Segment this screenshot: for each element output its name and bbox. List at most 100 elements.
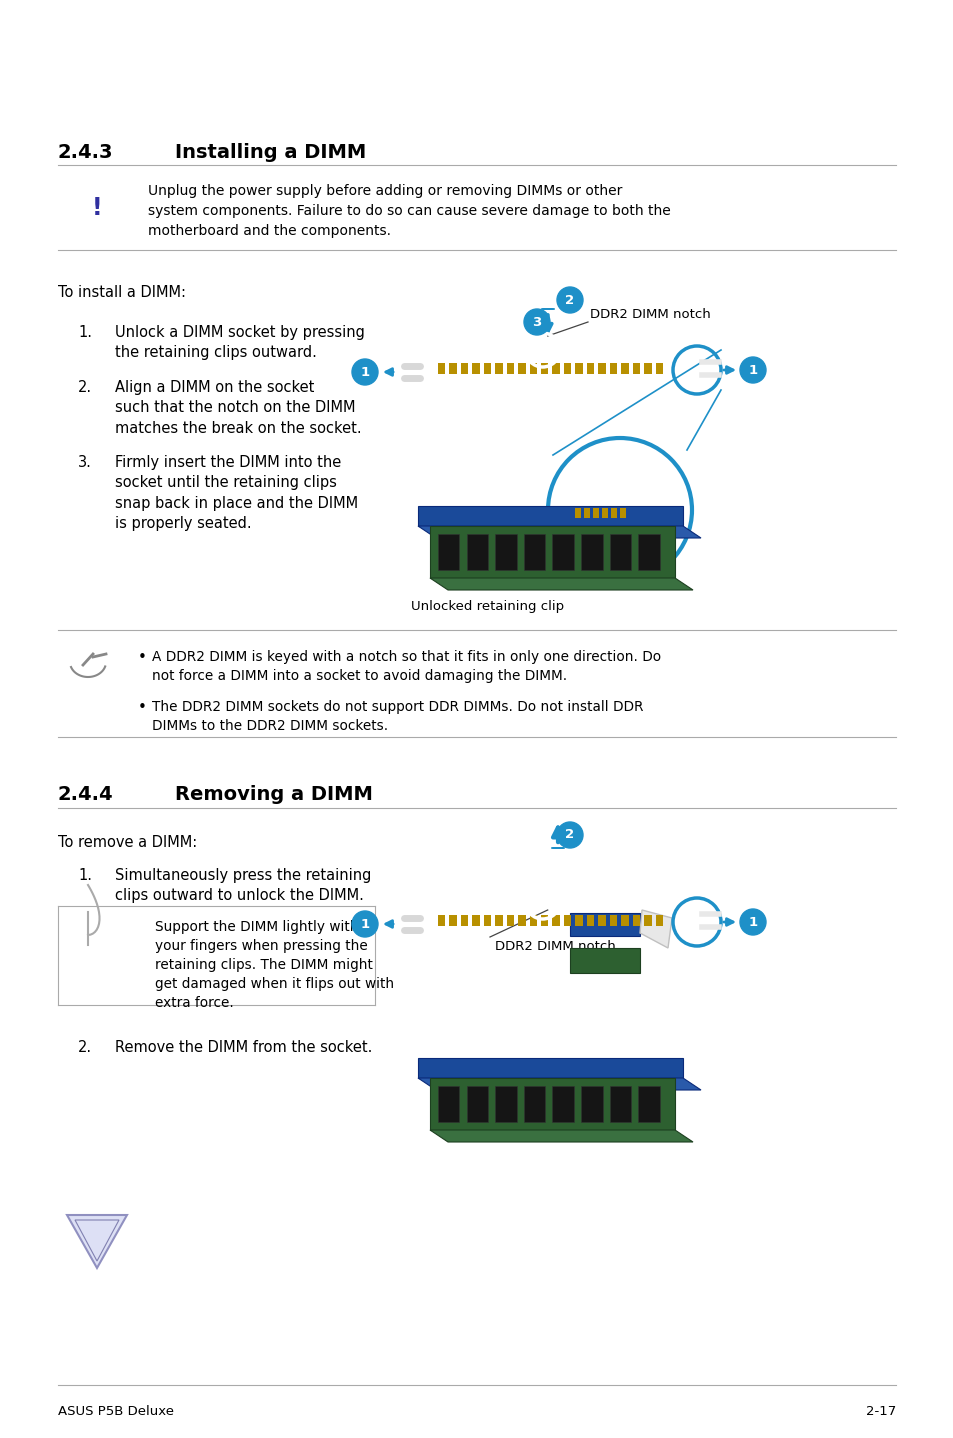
- Bar: [449, 915, 456, 926]
- Bar: [563, 915, 571, 926]
- Bar: [593, 508, 598, 518]
- Text: To install a DIMM:: To install a DIMM:: [58, 285, 186, 301]
- Text: 2: 2: [565, 828, 574, 841]
- Circle shape: [740, 909, 765, 935]
- Bar: [583, 508, 589, 518]
- Bar: [529, 362, 537, 374]
- Bar: [495, 362, 502, 374]
- Bar: [552, 362, 559, 374]
- Text: ASUS P5B Deluxe: ASUS P5B Deluxe: [58, 1405, 173, 1418]
- Text: DDR2 DIMM notch: DDR2 DIMM notch: [495, 940, 615, 953]
- Text: 1: 1: [748, 364, 757, 377]
- Bar: [540, 915, 548, 926]
- Polygon shape: [639, 910, 671, 948]
- Bar: [620, 915, 628, 926]
- Text: Support the DIMM lightly with
your fingers when pressing the
retaining clips. Th: Support the DIMM lightly with your finge…: [154, 920, 394, 1009]
- Polygon shape: [437, 1086, 459, 1122]
- Text: •: •: [138, 700, 147, 715]
- Polygon shape: [67, 1215, 127, 1268]
- Bar: [460, 915, 468, 926]
- Text: The DDR2 DIMM sockets do not support DDR DIMMs. Do not install DDR
DIMMs to the : The DDR2 DIMM sockets do not support DDR…: [152, 700, 643, 733]
- Bar: [619, 508, 625, 518]
- Bar: [472, 362, 479, 374]
- Polygon shape: [638, 533, 659, 569]
- Bar: [540, 362, 548, 374]
- Text: To remove a DIMM:: To remove a DIMM:: [58, 835, 197, 850]
- Text: Align a DIMM on the socket
such that the notch on the DIMM
matches the break on : Align a DIMM on the socket such that the…: [115, 380, 361, 436]
- Bar: [609, 362, 617, 374]
- Circle shape: [523, 309, 550, 335]
- Polygon shape: [417, 1058, 682, 1078]
- Text: Unlocked retaining clip: Unlocked retaining clip: [411, 600, 564, 613]
- Polygon shape: [569, 913, 639, 936]
- Bar: [437, 362, 445, 374]
- Bar: [610, 508, 617, 518]
- Text: Removing a DIMM: Removing a DIMM: [174, 785, 373, 804]
- Bar: [643, 362, 651, 374]
- Text: Remove the DIMM from the socket.: Remove the DIMM from the socket.: [115, 1040, 372, 1055]
- Bar: [483, 362, 491, 374]
- Circle shape: [557, 288, 582, 313]
- Bar: [632, 915, 639, 926]
- Text: Installing a DIMM: Installing a DIMM: [174, 142, 366, 162]
- Polygon shape: [430, 1078, 675, 1130]
- Bar: [586, 915, 594, 926]
- Polygon shape: [523, 1086, 545, 1122]
- Bar: [506, 362, 514, 374]
- Text: Firmly insert the DIMM into the
socket until the retaining clips
snap back in pl: Firmly insert the DIMM into the socket u…: [115, 454, 357, 531]
- Polygon shape: [437, 533, 459, 569]
- Polygon shape: [466, 533, 488, 569]
- Text: 1: 1: [360, 365, 369, 378]
- Bar: [495, 915, 502, 926]
- Bar: [483, 915, 491, 926]
- Bar: [620, 362, 628, 374]
- Polygon shape: [430, 1130, 692, 1142]
- Polygon shape: [638, 1086, 659, 1122]
- Text: 1: 1: [360, 917, 369, 930]
- Bar: [449, 362, 456, 374]
- Circle shape: [547, 439, 691, 582]
- Text: 1.: 1.: [78, 869, 91, 883]
- Polygon shape: [417, 506, 682, 526]
- Bar: [632, 362, 639, 374]
- Text: 1: 1: [748, 916, 757, 929]
- Bar: [563, 362, 571, 374]
- Bar: [609, 915, 617, 926]
- Bar: [529, 915, 537, 926]
- Text: 3.: 3.: [78, 454, 91, 470]
- Polygon shape: [609, 533, 631, 569]
- Bar: [517, 362, 525, 374]
- Bar: [586, 362, 594, 374]
- Text: 3: 3: [532, 315, 541, 328]
- Bar: [643, 915, 651, 926]
- Polygon shape: [580, 533, 602, 569]
- Bar: [601, 508, 607, 518]
- Bar: [472, 915, 479, 926]
- Circle shape: [352, 912, 377, 938]
- Polygon shape: [523, 533, 545, 569]
- Bar: [437, 915, 445, 926]
- Text: 2.: 2.: [78, 1040, 92, 1055]
- Text: •: •: [138, 650, 147, 664]
- Polygon shape: [466, 1086, 488, 1122]
- Text: Simultaneously press the retaining
clips outward to unlock the DIMM.: Simultaneously press the retaining clips…: [115, 869, 371, 903]
- Text: 1.: 1.: [78, 325, 91, 339]
- Text: A DDR2 DIMM is keyed with a notch so that it fits in only one direction. Do
not : A DDR2 DIMM is keyed with a notch so tha…: [152, 650, 660, 683]
- Text: Unlock a DIMM socket by pressing
the retaining clips outward.: Unlock a DIMM socket by pressing the ret…: [115, 325, 364, 361]
- Circle shape: [740, 357, 765, 383]
- Polygon shape: [552, 1086, 574, 1122]
- Bar: [517, 915, 525, 926]
- Text: 2.4.4: 2.4.4: [58, 785, 113, 804]
- Text: 2: 2: [565, 293, 574, 306]
- Polygon shape: [495, 533, 517, 569]
- Text: 2.4.3: 2.4.3: [58, 142, 113, 162]
- Text: 2-17: 2-17: [864, 1405, 895, 1418]
- Polygon shape: [430, 526, 675, 578]
- Polygon shape: [417, 1078, 700, 1090]
- Polygon shape: [430, 578, 692, 590]
- Text: DDR2 DIMM notch: DDR2 DIMM notch: [589, 308, 710, 321]
- Circle shape: [557, 823, 582, 848]
- Polygon shape: [569, 948, 639, 974]
- Bar: [575, 915, 582, 926]
- Polygon shape: [552, 533, 574, 569]
